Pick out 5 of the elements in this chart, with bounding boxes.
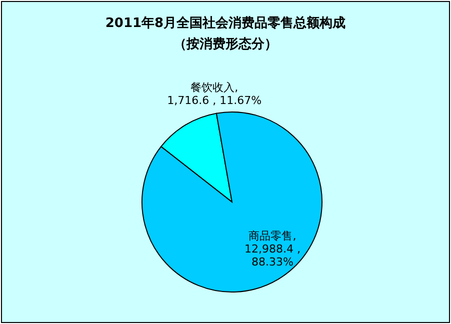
pie-slice — [142, 112, 322, 292]
slice-label: 商品零售, 12,988.4 , 88.33% — [244, 229, 300, 268]
chart-subtitle: （按消费形态分） — [172, 36, 278, 53]
chart-title: 2011年8月全国社会消费品零售总额构成 — [104, 14, 347, 32]
slice-label: 餐饮收入, 1,716.6 , 11.67% — [167, 80, 262, 107]
